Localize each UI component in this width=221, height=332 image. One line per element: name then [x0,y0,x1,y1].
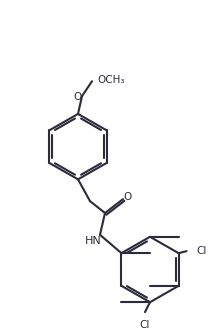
Text: Cl: Cl [196,246,207,256]
Text: HN: HN [85,236,101,246]
Text: OCH₃: OCH₃ [97,75,124,85]
Text: O: O [124,192,132,202]
Text: O: O [74,92,82,102]
Text: Cl: Cl [140,320,150,330]
